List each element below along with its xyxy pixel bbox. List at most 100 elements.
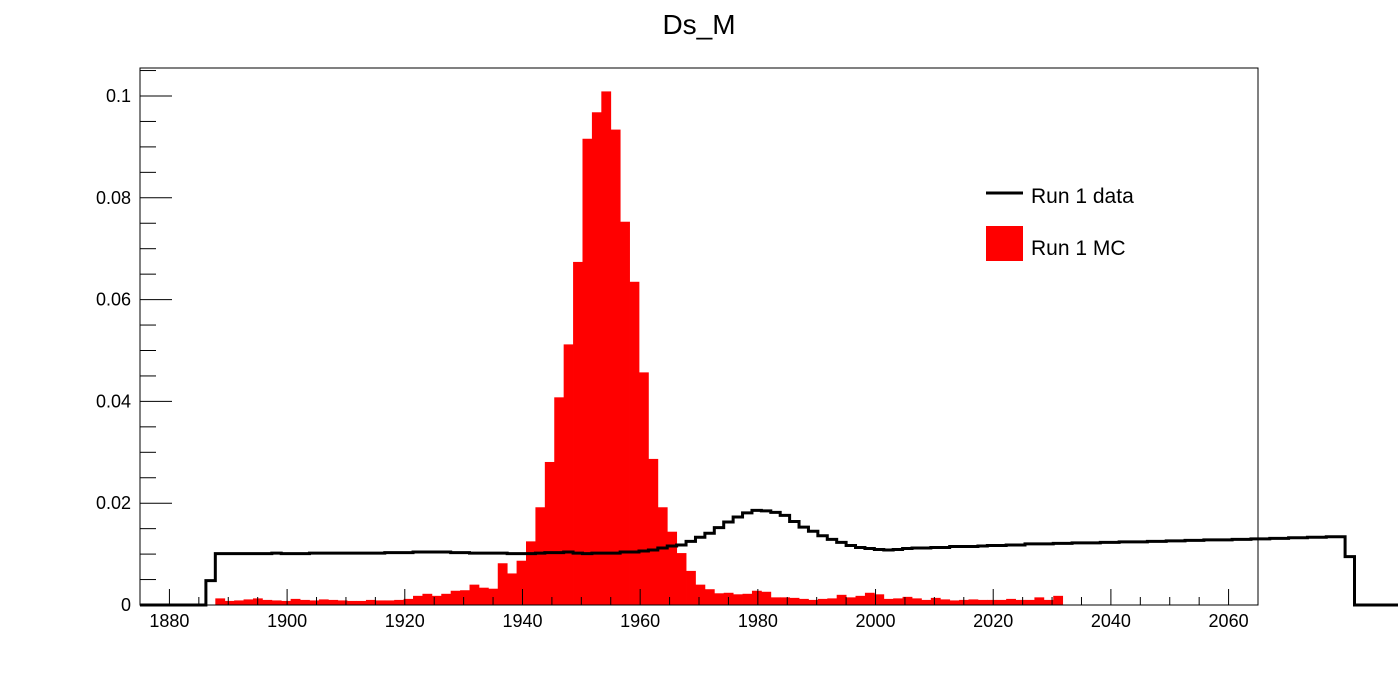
mc-bar [610, 129, 621, 605]
mc-bar [375, 600, 386, 605]
mc-bar [940, 599, 951, 605]
mc-bar [573, 261, 583, 605]
mc-bar [394, 599, 405, 605]
mc-bar [629, 281, 640, 605]
mc-bar [535, 507, 546, 605]
mc-bar [262, 599, 273, 605]
mc-bar [1015, 599, 1026, 605]
mc-bar [318, 599, 329, 605]
mc-bar [422, 593, 433, 605]
y-tick-label: 0.04 [96, 391, 131, 411]
mc-bar [902, 596, 913, 605]
y-axis: 0 0.02 0.04 0.06 0.08 0.1 [96, 68, 172, 615]
mc-bar [1053, 595, 1064, 605]
mc-bar [761, 591, 772, 605]
mc-bar [224, 600, 235, 605]
mc-bar [290, 598, 301, 605]
x-tick-label: 1980 [738, 611, 778, 631]
mc-bar [667, 531, 678, 605]
legend: Run 1 data Run 1 MC [986, 185, 1134, 261]
plot-frame [139, 67, 1259, 606]
mc-histogram-bars [215, 91, 1064, 605]
mc-bar [582, 138, 593, 605]
mc-bar [234, 600, 244, 605]
mc-bar [977, 599, 988, 605]
mc-bar [544, 461, 555, 605]
mc-bar [441, 593, 452, 605]
mc-bar [949, 600, 960, 605]
mc-bar [1043, 599, 1054, 605]
mc-bar [460, 590, 470, 605]
mc-bar [676, 553, 687, 605]
mc-bar [243, 599, 254, 605]
mc-bar [648, 458, 659, 605]
y-tick-label: 0.1 [106, 86, 131, 106]
x-tick-label: 2060 [1209, 611, 1249, 631]
mc-bar [328, 599, 339, 605]
mc-bar [836, 594, 847, 605]
mc-bar [1034, 597, 1045, 605]
x-tick-label: 2000 [856, 611, 896, 631]
mc-bar [638, 372, 649, 605]
mc-bar [413, 595, 423, 605]
x-tick-label: 1880 [149, 611, 189, 631]
mc-bar [403, 598, 414, 605]
mc-bar [469, 584, 480, 605]
mc-bar [987, 599, 998, 605]
mc-bar [686, 570, 696, 605]
legend-swatch-mc [986, 226, 1023, 261]
mc-bar [300, 599, 310, 605]
mc-bar [507, 573, 517, 605]
mc-bar [695, 584, 706, 605]
x-tick-label: 2020 [973, 611, 1013, 631]
x-axis: 1880 1900 1920 1940 1960 1980 2000 2020 2040 2060 [139, 589, 1259, 631]
mc-bar [309, 600, 320, 605]
mc-bar [704, 589, 715, 605]
mc-bar [770, 597, 781, 605]
mc-bar [601, 91, 612, 605]
mc-bar [921, 599, 932, 605]
mc-bar [478, 587, 489, 605]
mc-bar [799, 598, 809, 605]
mc-bar [912, 598, 922, 605]
mc-bar [271, 600, 282, 605]
mc-bar [526, 541, 536, 605]
mc-bar [281, 600, 292, 605]
mc-bar [893, 598, 903, 605]
mc-bar [356, 600, 367, 605]
mc-bar [337, 600, 348, 605]
mc-bar [450, 590, 461, 605]
mc-bar [855, 595, 866, 605]
mc-bar [846, 597, 856, 605]
x-tick-label: 1940 [502, 611, 542, 631]
mc-bar [384, 600, 395, 605]
mc-bar [516, 560, 527, 605]
mc-bar [864, 592, 875, 605]
mc-bar [817, 598, 828, 605]
mc-bar [874, 594, 885, 605]
y-tick-label: 0 [121, 595, 131, 615]
mc-bar [365, 599, 376, 605]
mc-bar [780, 597, 791, 605]
mc-bar [968, 599, 979, 605]
legend-label-mc: Run 1 MC [1031, 237, 1126, 260]
y-tick-label: 0.02 [96, 493, 131, 513]
mc-bar [883, 598, 894, 605]
x-tick-label: 1900 [267, 611, 307, 631]
x-tick-label: 1960 [620, 611, 660, 631]
mc-bar [591, 112, 602, 605]
mc-bar [808, 599, 819, 605]
mc-bar [742, 593, 753, 605]
data-histogram-line [140, 508, 1398, 607]
y-tick-label: 0.08 [96, 188, 131, 208]
y-tick-label: 0.06 [96, 290, 131, 310]
mc-bar [733, 594, 743, 605]
mc-bar [554, 397, 565, 605]
mc-bar [497, 563, 508, 605]
mc-bar [1024, 599, 1035, 605]
x-tick-label: 1920 [385, 611, 425, 631]
mc-bar [488, 588, 499, 605]
mc-bar [657, 507, 668, 605]
mc-bar [789, 597, 800, 605]
